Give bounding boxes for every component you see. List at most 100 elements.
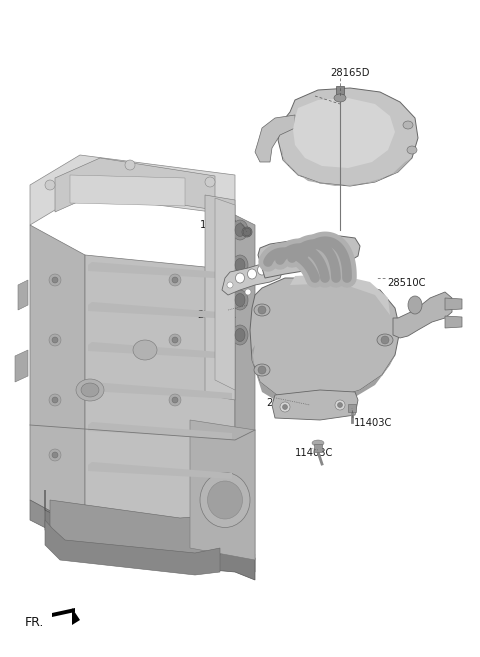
Circle shape (258, 366, 266, 374)
Polygon shape (190, 420, 255, 560)
Polygon shape (88, 302, 232, 319)
Ellipse shape (232, 325, 248, 345)
Text: 11403C: 11403C (295, 448, 334, 458)
Polygon shape (88, 262, 232, 279)
Circle shape (49, 334, 61, 346)
Polygon shape (88, 382, 232, 399)
Polygon shape (252, 345, 395, 408)
Polygon shape (282, 148, 412, 186)
Polygon shape (52, 608, 75, 617)
Polygon shape (70, 175, 185, 206)
Polygon shape (72, 608, 80, 625)
Ellipse shape (200, 472, 250, 528)
Text: 28510C: 28510C (387, 278, 425, 288)
Polygon shape (88, 462, 232, 479)
Ellipse shape (254, 364, 270, 376)
Ellipse shape (248, 269, 256, 279)
Polygon shape (50, 500, 220, 558)
Polygon shape (30, 500, 255, 572)
Polygon shape (272, 390, 358, 420)
Circle shape (169, 394, 181, 406)
Polygon shape (336, 86, 344, 94)
Ellipse shape (235, 294, 245, 307)
Circle shape (169, 274, 181, 286)
Circle shape (49, 274, 61, 286)
Ellipse shape (257, 265, 266, 275)
Circle shape (172, 337, 178, 343)
Polygon shape (314, 444, 322, 452)
Ellipse shape (207, 481, 242, 519)
Circle shape (172, 397, 178, 403)
Polygon shape (45, 490, 255, 580)
Text: 28514: 28514 (266, 398, 298, 408)
Ellipse shape (267, 262, 276, 272)
Ellipse shape (312, 440, 324, 446)
Circle shape (172, 277, 178, 283)
Ellipse shape (235, 258, 245, 271)
Circle shape (52, 452, 58, 458)
Ellipse shape (232, 290, 248, 310)
Ellipse shape (235, 223, 245, 237)
Text: 28521A: 28521A (197, 310, 236, 320)
Polygon shape (278, 88, 418, 186)
Text: 1022CA: 1022CA (200, 220, 239, 230)
Circle shape (49, 394, 61, 406)
Text: 28525A: 28525A (305, 95, 344, 105)
Polygon shape (393, 292, 452, 338)
Text: FR.: FR. (25, 616, 44, 629)
Polygon shape (222, 260, 285, 295)
Circle shape (335, 400, 345, 410)
Polygon shape (215, 198, 235, 390)
Circle shape (243, 228, 251, 236)
Circle shape (283, 405, 288, 409)
Circle shape (227, 282, 233, 288)
Ellipse shape (232, 255, 248, 275)
Circle shape (258, 306, 266, 314)
Circle shape (337, 403, 343, 407)
Circle shape (52, 277, 58, 283)
Circle shape (381, 336, 389, 344)
Circle shape (52, 337, 58, 343)
Polygon shape (445, 298, 462, 310)
Ellipse shape (407, 146, 417, 154)
Circle shape (125, 160, 135, 170)
Polygon shape (348, 404, 356, 412)
Polygon shape (293, 98, 395, 168)
Polygon shape (445, 316, 462, 328)
Text: 28165D: 28165D (330, 68, 370, 78)
Circle shape (275, 259, 281, 265)
Polygon shape (30, 155, 235, 225)
Polygon shape (18, 280, 28, 310)
Circle shape (45, 180, 55, 190)
Polygon shape (235, 215, 255, 555)
Polygon shape (88, 342, 232, 359)
Ellipse shape (76, 379, 104, 401)
Circle shape (49, 449, 61, 461)
Polygon shape (290, 274, 390, 315)
Ellipse shape (377, 334, 393, 346)
Circle shape (52, 397, 58, 403)
Ellipse shape (334, 94, 346, 102)
Ellipse shape (236, 273, 244, 283)
Ellipse shape (254, 304, 270, 316)
Polygon shape (45, 520, 220, 575)
Ellipse shape (81, 383, 99, 397)
Circle shape (245, 289, 251, 295)
Circle shape (169, 334, 181, 346)
Ellipse shape (232, 220, 248, 240)
Text: 11403C: 11403C (354, 418, 392, 428)
Polygon shape (30, 225, 85, 530)
Ellipse shape (133, 340, 157, 360)
Ellipse shape (242, 227, 252, 237)
Polygon shape (15, 350, 28, 382)
Ellipse shape (235, 328, 245, 342)
Polygon shape (205, 195, 235, 400)
Polygon shape (258, 236, 360, 278)
Polygon shape (250, 278, 400, 402)
Circle shape (280, 402, 290, 412)
Polygon shape (255, 115, 295, 162)
Polygon shape (85, 255, 235, 545)
Ellipse shape (408, 296, 422, 314)
Polygon shape (55, 158, 215, 212)
Circle shape (205, 177, 215, 187)
